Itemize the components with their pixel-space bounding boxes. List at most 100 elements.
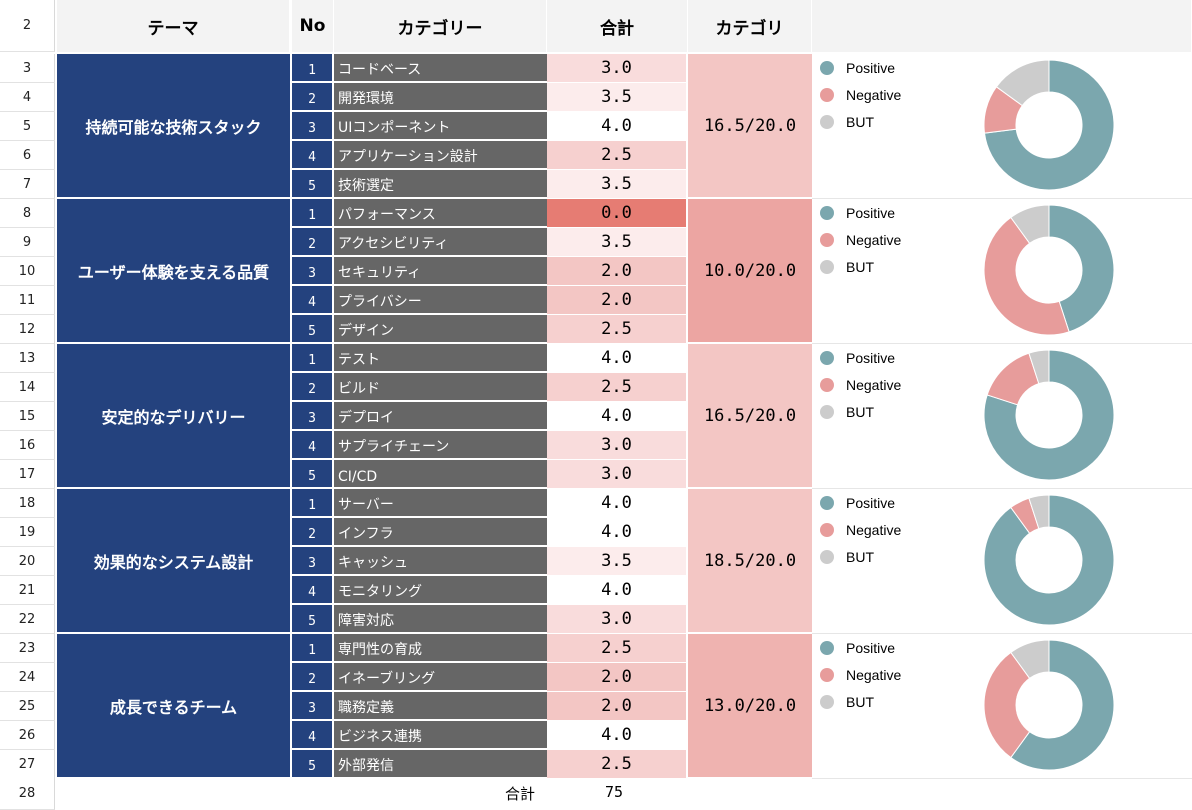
donut-chart[interactable] <box>983 59 1115 191</box>
header-no[interactable]: No <box>292 0 334 52</box>
score-cell[interactable]: 3.5 <box>547 83 686 112</box>
no-cell[interactable]: 5 <box>292 315 332 344</box>
donut-slice-positive[interactable] <box>983 59 1115 191</box>
category-cell[interactable]: 専門性の育成 <box>334 634 547 663</box>
category-cell[interactable]: アクセシビリティ <box>334 228 547 257</box>
theme-cell[interactable]: ユーザー体験を支える品質 <box>57 199 290 344</box>
row-number[interactable]: 24 <box>0 663 55 692</box>
row-number[interactable]: 19 <box>0 518 55 547</box>
grand-total-value[interactable]: 75 <box>605 783 624 801</box>
no-cell[interactable]: 5 <box>292 170 332 199</box>
donut-slice-positive[interactable] <box>1048 204 1115 333</box>
category-cell[interactable]: 開発環境 <box>334 83 547 112</box>
theme-cell[interactable]: 効果的なシステム設計 <box>57 489 290 634</box>
category-cell[interactable]: テスト <box>334 344 547 373</box>
header-total[interactable]: 合計 <box>547 0 688 52</box>
score-cell[interactable]: 4.0 <box>547 489 686 518</box>
row-number[interactable]: 20 <box>0 547 55 576</box>
donut-chart[interactable] <box>983 494 1115 626</box>
row-number[interactable]: 25 <box>0 692 55 721</box>
no-cell[interactable]: 1 <box>292 489 332 518</box>
donut-slice-but[interactable] <box>1028 494 1050 530</box>
row-number[interactable]: 26 <box>0 721 55 750</box>
row-number[interactable]: 21 <box>0 576 55 605</box>
score-cell[interactable]: 3.0 <box>547 431 686 460</box>
score-cell[interactable]: 2.0 <box>547 286 686 315</box>
score-cell[interactable]: 0.0 <box>547 199 686 228</box>
no-cell[interactable]: 4 <box>292 431 332 460</box>
category-cell[interactable]: コードベース <box>334 54 547 83</box>
score-cell[interactable]: 2.5 <box>547 315 686 344</box>
row-number[interactable]: 12 <box>0 315 55 344</box>
header-category-total[interactable]: カテゴリ <box>688 0 812 52</box>
category-total-cell[interactable]: 13.0/20.0 <box>688 634 812 777</box>
category-cell[interactable]: モニタリング <box>334 576 547 605</box>
category-cell[interactable]: プライバシー <box>334 286 547 315</box>
no-cell[interactable]: 5 <box>292 605 332 634</box>
theme-cell[interactable]: 安定的なデリバリー <box>57 344 290 489</box>
row-number[interactable]: 22 <box>0 605 55 634</box>
row-number[interactable]: 14 <box>0 373 55 402</box>
row-number[interactable]: 5 <box>0 112 55 141</box>
score-cell[interactable]: 2.5 <box>547 141 686 170</box>
category-total-cell[interactable]: 18.5/20.0 <box>688 489 812 632</box>
score-cell[interactable]: 4.0 <box>547 402 686 431</box>
donut-slice-but[interactable] <box>1010 204 1050 245</box>
row-number[interactable]: 7 <box>0 170 55 199</box>
donut-slice-but[interactable] <box>995 59 1050 107</box>
category-cell[interactable]: ビルド <box>334 373 547 402</box>
donut-chart[interactable] <box>983 204 1115 336</box>
donut-slice-but[interactable] <box>1010 639 1050 680</box>
donut-slice-positive[interactable] <box>983 349 1115 481</box>
no-cell[interactable]: 3 <box>292 112 332 141</box>
category-cell[interactable]: アプリケーション設計 <box>334 141 547 170</box>
category-cell[interactable]: デプロイ <box>334 402 547 431</box>
row-number[interactable]: 3 <box>0 54 55 83</box>
row-number[interactable]: 16 <box>0 431 55 460</box>
donut-chart[interactable] <box>983 349 1115 481</box>
row-number[interactable]: 4 <box>0 83 55 112</box>
score-cell[interactable]: 3.0 <box>547 460 686 489</box>
category-total-cell[interactable]: 10.0/20.0 <box>688 199 812 342</box>
category-cell[interactable]: ビジネス連携 <box>334 721 547 750</box>
no-cell[interactable]: 2 <box>292 373 332 402</box>
score-cell[interactable]: 4.0 <box>547 721 686 750</box>
score-cell[interactable]: 2.5 <box>547 634 686 663</box>
no-cell[interactable]: 1 <box>292 344 332 373</box>
no-cell[interactable]: 2 <box>292 518 332 547</box>
no-cell[interactable]: 4 <box>292 721 332 750</box>
no-cell[interactable]: 3 <box>292 257 332 286</box>
score-cell[interactable]: 3.0 <box>547 605 686 634</box>
no-cell[interactable]: 4 <box>292 576 332 605</box>
category-cell[interactable]: 外部発信 <box>334 750 547 779</box>
category-total-cell[interactable]: 16.5/20.0 <box>688 344 812 487</box>
category-cell[interactable]: UIコンポーネント <box>334 112 547 141</box>
score-cell[interactable]: 2.5 <box>547 373 686 402</box>
score-cell[interactable]: 2.0 <box>547 692 686 721</box>
no-cell[interactable]: 3 <box>292 692 332 721</box>
no-cell[interactable]: 3 <box>292 547 332 576</box>
header-category[interactable]: カテゴリー <box>334 0 547 52</box>
header-theme[interactable]: テーマ <box>57 0 290 52</box>
donut-slice-but[interactable] <box>1028 349 1050 385</box>
row-number[interactable]: 17 <box>0 460 55 489</box>
row-number[interactable]: 28 <box>0 778 55 810</box>
no-cell[interactable]: 2 <box>292 663 332 692</box>
row-number[interactable]: 23 <box>0 634 55 663</box>
row-number[interactable]: 13 <box>0 344 55 373</box>
row-number[interactable]: 11 <box>0 286 55 315</box>
row-number[interactable]: 2 <box>0 0 55 52</box>
theme-cell[interactable]: 持続可能な技術スタック <box>57 54 290 199</box>
category-cell[interactable]: CI/CD <box>334 460 547 489</box>
row-number[interactable]: 15 <box>0 402 55 431</box>
category-cell[interactable]: イネーブリング <box>334 663 547 692</box>
row-number[interactable]: 9 <box>0 228 55 257</box>
no-cell[interactable]: 3 <box>292 402 332 431</box>
no-cell[interactable]: 2 <box>292 83 332 112</box>
category-cell[interactable]: 技術選定 <box>334 170 547 199</box>
row-number[interactable]: 27 <box>0 750 55 779</box>
score-cell[interactable]: 3.5 <box>547 228 686 257</box>
category-cell[interactable]: 障害対応 <box>334 605 547 634</box>
score-cell[interactable]: 3.5 <box>547 547 686 576</box>
score-cell[interactable]: 4.0 <box>547 344 686 373</box>
